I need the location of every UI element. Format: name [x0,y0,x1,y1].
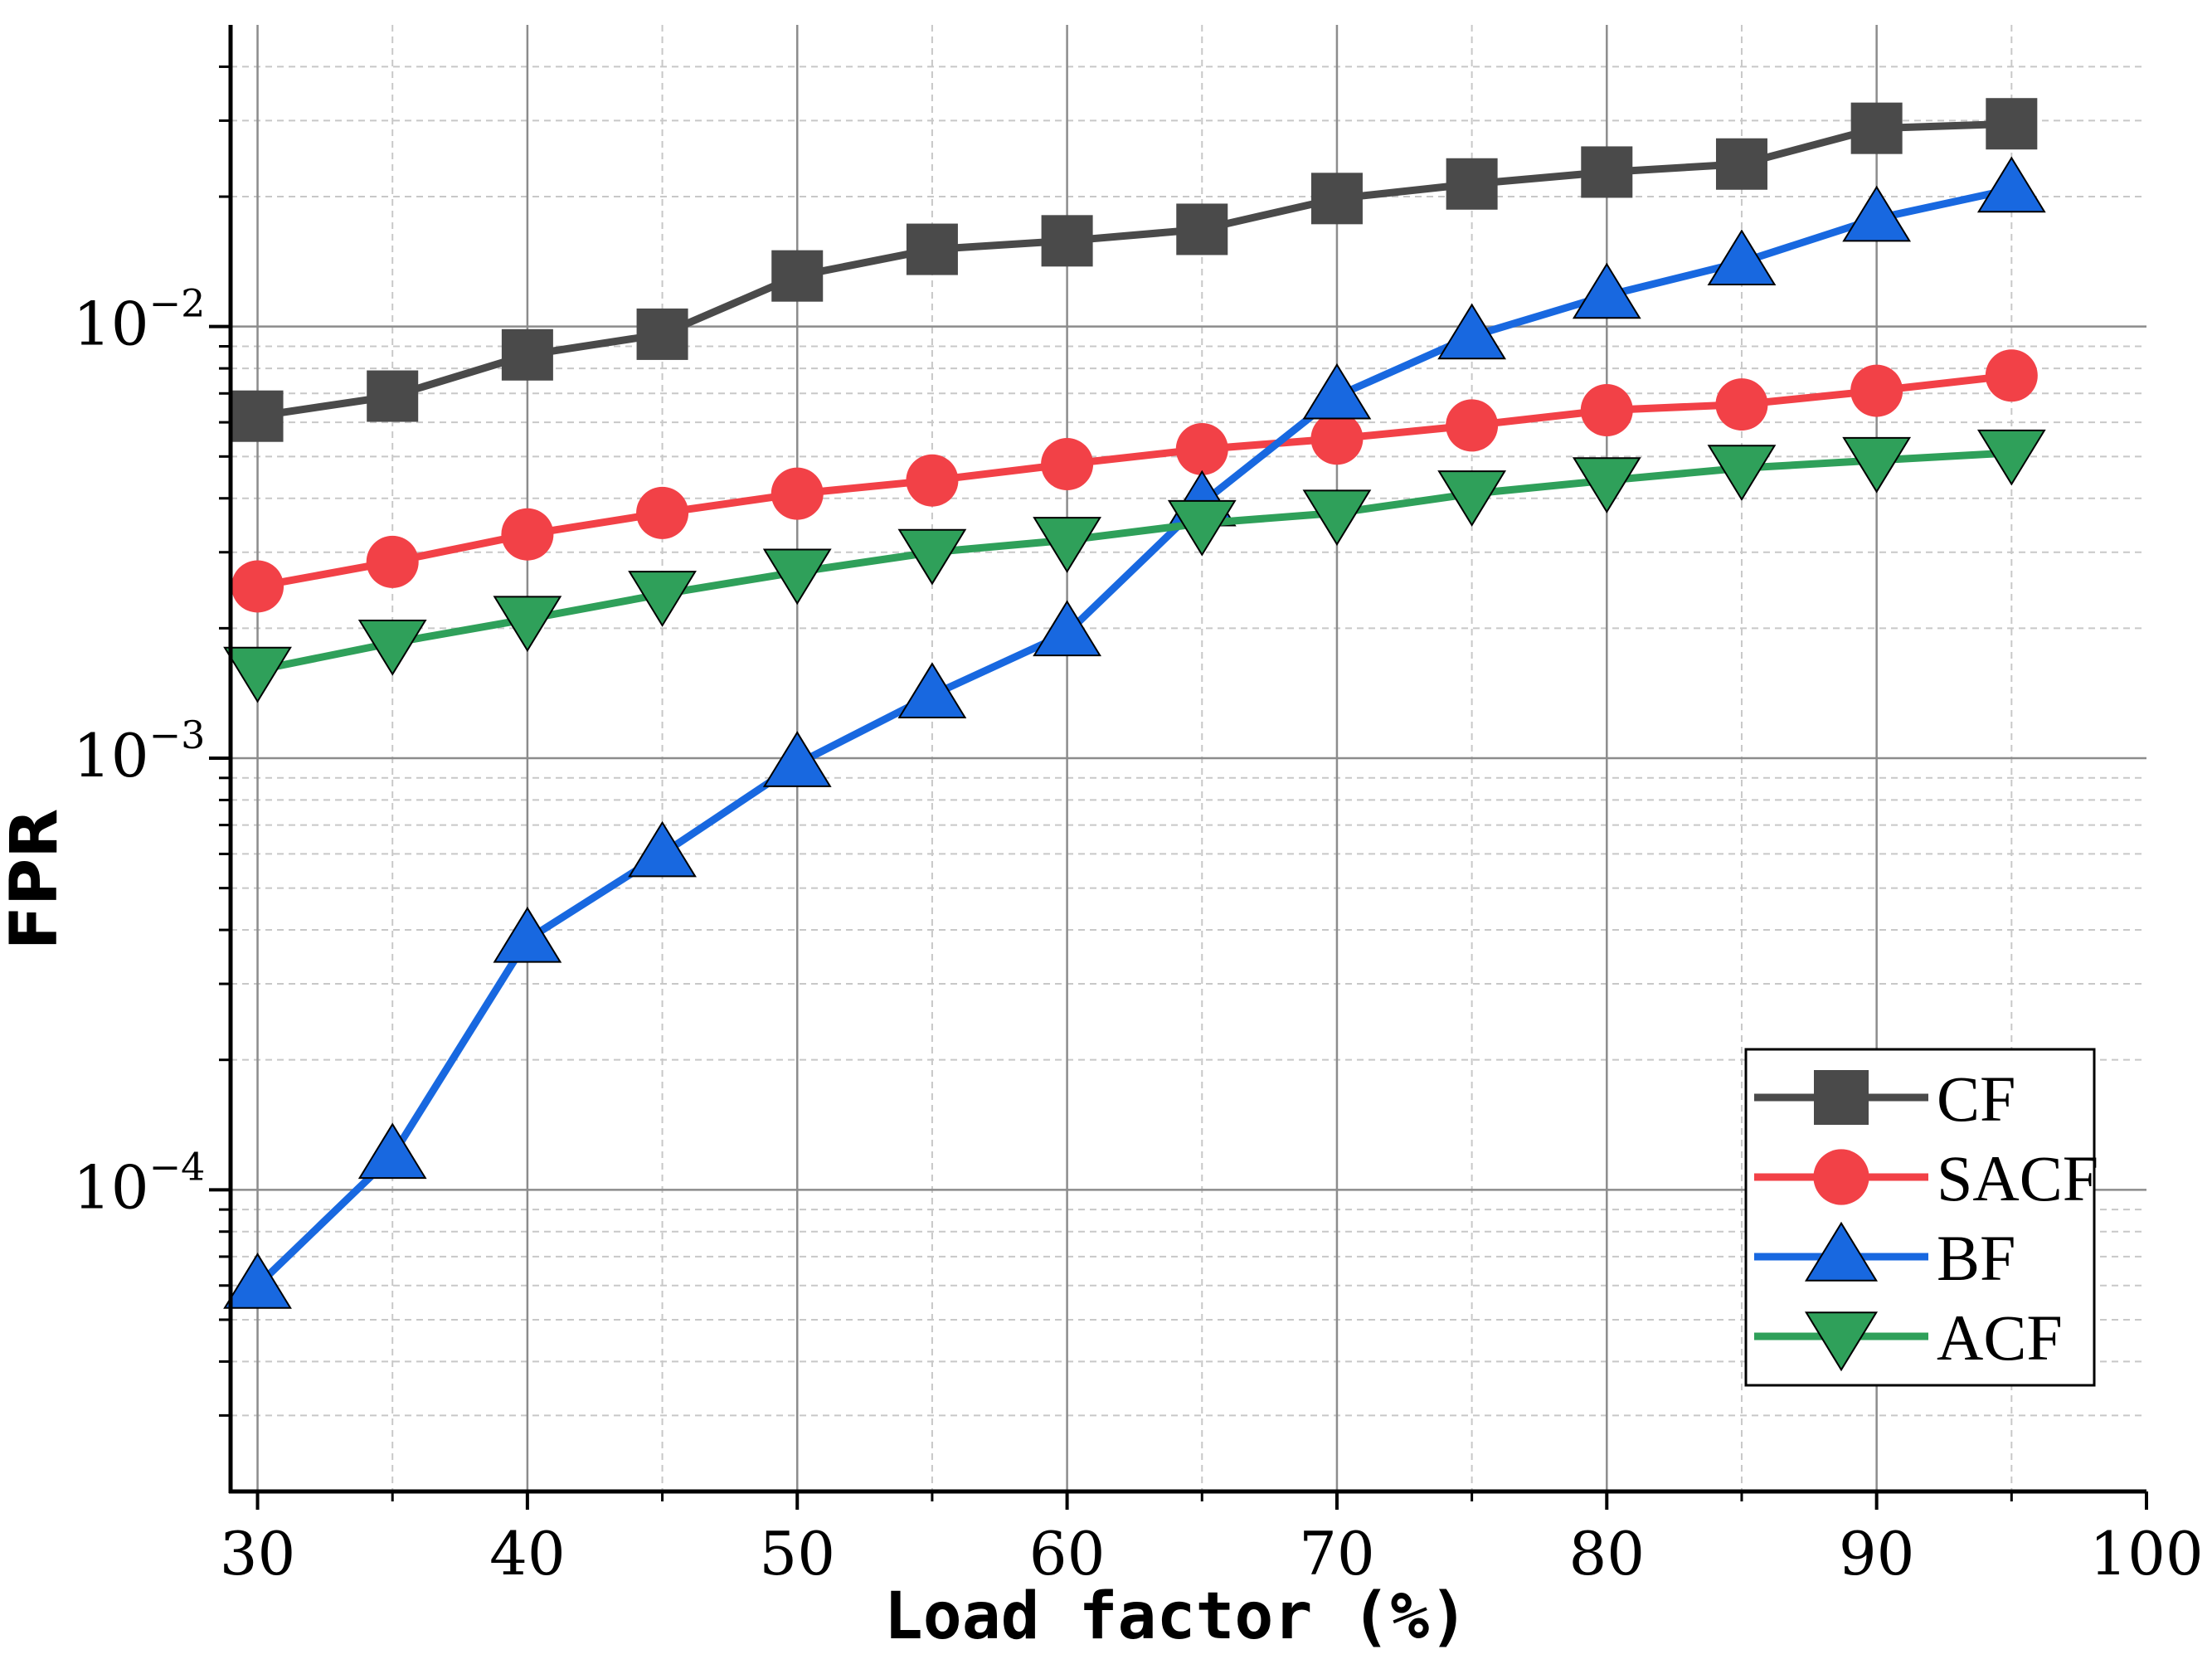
data-point-sacf [231,560,284,613]
data-point-bf [357,1122,427,1180]
data-point-sacf [1310,412,1364,465]
data-point-bf [1437,303,1507,360]
data-point-acf [357,619,427,676]
data-point-bf [1572,262,1641,319]
legend-label-sacf: SACF [1937,1142,2098,1214]
data-point-bf [897,662,967,718]
data-point-bf [223,1253,292,1309]
legend-marker-cf [1814,1070,1869,1125]
data-point-acf [1033,517,1101,573]
data-point-sacf [1041,438,1094,491]
data-point-acf [1842,436,1912,494]
legend-label-bf: BF [1937,1222,2015,1294]
series-cf [231,98,2038,442]
data-point-acf [1572,457,1641,513]
data-point-sacf [1985,349,2038,402]
x-axis-label: Load factor (%) [884,1579,1468,1654]
legend-box [1744,1048,2096,1387]
data-point-bf [1302,362,1372,420]
data-point-cf [636,308,688,360]
data-point-sacf [1580,384,1633,437]
data-point-sacf [1850,364,1903,417]
x-tick-label: 50 [759,1519,835,1589]
legend-marker-bf [1804,1221,1879,1282]
series-acf [223,429,2046,703]
data-point-acf [628,571,697,627]
x-tick-label: 40 [489,1519,566,1589]
data-point-bf [1033,600,1101,657]
data-point-cf [1310,173,1363,225]
data-point-sacf [501,508,554,561]
data-point-bf [1842,185,1912,242]
x-tick-label: 60 [1029,1519,1106,1589]
data-point-bf [628,820,697,878]
data-point-cf [1850,102,1903,154]
data-point-bf [1707,229,1777,286]
data-point-acf [1437,470,1507,527]
data-point-acf [762,548,832,606]
data-point-sacf [1175,422,1228,475]
data-point-cf [1986,98,2038,150]
data-point-cf [1041,215,1093,267]
data-point-cf [501,328,553,381]
y-tick-label: 10−2 [73,281,205,359]
data-point-acf [1167,499,1237,557]
data-point-acf [897,528,967,586]
legend-label-acf: ACF [1937,1302,2063,1374]
legend-label-cf: CF [1937,1063,2015,1135]
data-point-bf [1976,156,2046,213]
data-point-sacf [366,535,419,588]
data-point-cf [367,370,419,422]
data-point-acf [493,596,562,653]
y-tick-label: 10−3 [73,713,205,791]
data-point-sacf [1446,399,1499,452]
data-point-cf [1176,203,1228,255]
axes: 30 40 50 60 70 80 90 100 10−4 10−3 10−2 [73,25,2204,1589]
series-sacf [231,349,2038,613]
data-point-cf [1581,146,1633,198]
data-point-acf [1976,429,2046,486]
data-point-sacf [906,454,959,507]
x-tick-label: 80 [1568,1519,1645,1589]
data-point-sacf [771,467,824,520]
x-tick-label: 30 [220,1519,296,1589]
y-tick-label: 10−4 [73,1144,205,1222]
data-point-sacf [1715,378,1768,431]
data-point-cf [906,223,958,275]
data-point-acf [1302,489,1372,547]
series-bf [223,156,2046,1309]
x-tick-label: 100 [2089,1519,2203,1589]
x-tick-label: 70 [1299,1519,1375,1589]
data-point-cf [1715,138,1767,190]
legend-marker-acf [1804,1311,1879,1372]
legend-marker-sacf [1813,1149,1869,1205]
data-point-cf [771,250,824,302]
data-point-sacf [636,486,689,539]
data-point-bf [493,906,562,963]
x-tick-label: 90 [1839,1519,1915,1589]
data-point-acf [223,646,292,703]
data-point-acf [1707,445,1777,502]
data-point-cf [1446,158,1498,210]
data-point-cf [231,390,284,442]
y-axis-label: FPR [0,809,72,951]
data-point-bf [762,731,832,787]
series-layer [223,98,2046,1309]
